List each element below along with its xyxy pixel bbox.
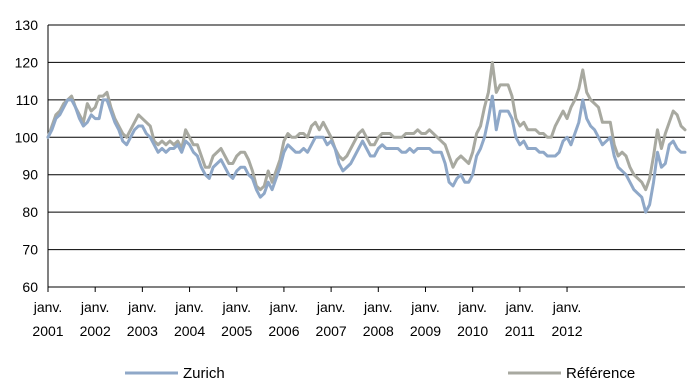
x-tick-label-month: janv. xyxy=(457,299,487,315)
y-axis-ticks: 60 70 80 90 100 110 120 130 xyxy=(15,17,39,295)
legend: Zurich Référence xyxy=(125,365,635,381)
x-tick-label-year: 2007 xyxy=(316,323,347,339)
x-tick-label-month: janv. xyxy=(80,299,110,315)
x-tick-label-month: janv. xyxy=(221,299,251,315)
x-tick-label-month: janv. xyxy=(174,299,204,315)
x-tick-label-year: 2001 xyxy=(32,323,63,339)
y-tick-label: 100 xyxy=(15,129,39,145)
y-tick-label: 90 xyxy=(22,167,38,183)
grid-lines xyxy=(48,24,685,288)
y-tick-label: 60 xyxy=(22,279,38,295)
series-line-zurich xyxy=(46,94,687,214)
x-tick-label-month: janv. xyxy=(410,299,440,315)
x-tick-label-month: janv. xyxy=(505,299,535,315)
x-tick-label-month: janv. xyxy=(316,299,346,315)
x-tick-label-year: 2012 xyxy=(551,323,582,339)
y-tick-label: 110 xyxy=(16,92,39,108)
x-tick-label-month: janv. xyxy=(363,299,393,315)
x-tick-label-month: janv. xyxy=(33,299,63,315)
y-tick-label: 70 xyxy=(22,242,38,258)
x-tick-label-year: 2010 xyxy=(457,323,488,339)
series-layer xyxy=(46,60,687,214)
x-tick-label-year: 2011 xyxy=(505,323,535,339)
x-tick-label-year: 2002 xyxy=(80,323,111,339)
legend-label: Zurich xyxy=(183,365,225,381)
y-tick-label: 120 xyxy=(15,54,39,70)
y-tick-label: 80 xyxy=(22,204,38,220)
x-tick-label-year: 2008 xyxy=(363,323,394,339)
x-tick-label-month: janv. xyxy=(127,299,157,315)
x-tick-label-year: 2006 xyxy=(268,323,299,339)
series-line-r-f-rence xyxy=(46,60,687,192)
x-tick-label-year: 2004 xyxy=(174,323,205,339)
x-tick-label-year: 2003 xyxy=(127,323,158,339)
x-tick-label-month: janv. xyxy=(552,299,582,315)
x-tick-label-year: 2009 xyxy=(410,323,441,339)
legend-label: Référence xyxy=(566,365,635,381)
x-tick-label-month: janv. xyxy=(269,299,299,315)
x-tick-label-year: 2005 xyxy=(221,323,252,339)
x-axis-ticks: janv. 2001 janv. 2002 janv. 2003 janv. 2004 janv… xyxy=(32,287,583,339)
y-tick-label: 130 xyxy=(15,17,39,33)
